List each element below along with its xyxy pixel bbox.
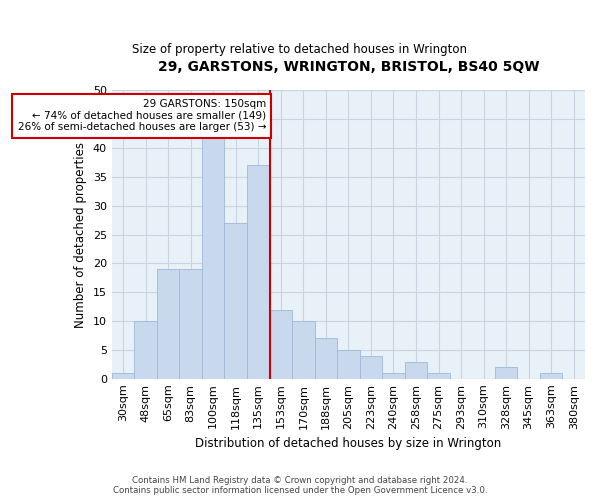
Bar	[382, 373, 405, 379]
Bar	[202, 136, 224, 379]
Bar	[247, 166, 269, 379]
Bar	[405, 362, 427, 379]
Bar	[359, 356, 382, 379]
Bar	[314, 338, 337, 379]
Bar	[157, 269, 179, 379]
Bar	[337, 350, 359, 379]
Text: Contains HM Land Registry data © Crown copyright and database right 2024.
Contai: Contains HM Land Registry data © Crown c…	[113, 476, 487, 495]
Bar	[540, 373, 562, 379]
X-axis label: Distribution of detached houses by size in Wrington: Distribution of detached houses by size …	[195, 437, 502, 450]
Bar	[134, 321, 157, 379]
Bar	[292, 321, 314, 379]
Text: Size of property relative to detached houses in Wrington: Size of property relative to detached ho…	[133, 42, 467, 56]
Y-axis label: Number of detached properties: Number of detached properties	[74, 142, 87, 328]
Bar	[427, 373, 450, 379]
Text: 29 GARSTONS: 150sqm
← 74% of detached houses are smaller (149)
26% of semi-detac: 29 GARSTONS: 150sqm ← 74% of detached ho…	[17, 99, 266, 132]
Bar	[269, 310, 292, 379]
Bar	[224, 223, 247, 379]
Bar	[495, 368, 517, 379]
Bar	[179, 269, 202, 379]
Title: 29, GARSTONS, WRINGTON, BRISTOL, BS40 5QW: 29, GARSTONS, WRINGTON, BRISTOL, BS40 5Q…	[158, 60, 539, 74]
Bar	[112, 373, 134, 379]
